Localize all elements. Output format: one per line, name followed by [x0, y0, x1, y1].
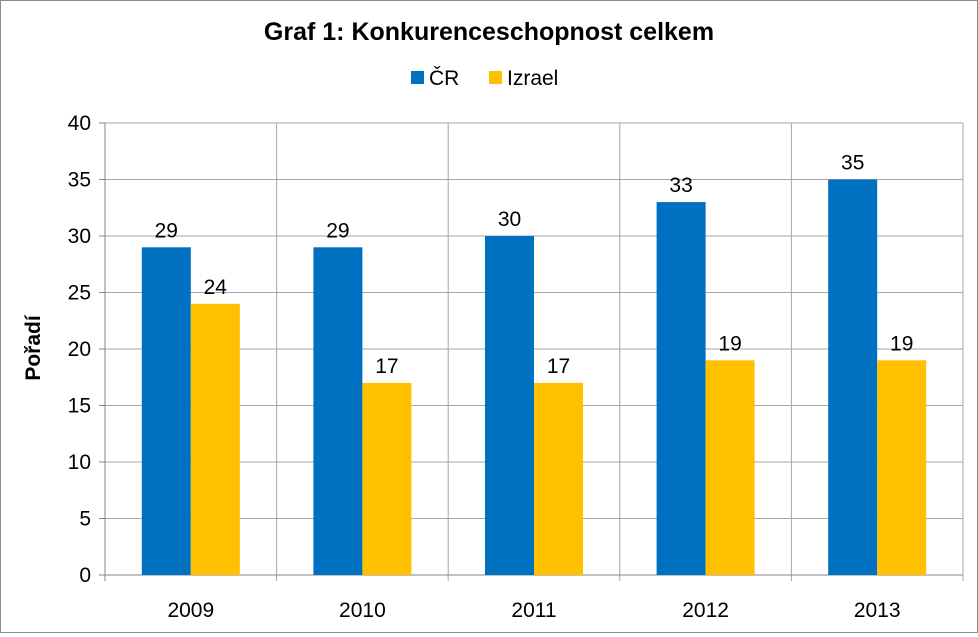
data-label: 35 — [841, 152, 864, 175]
legend-label: ČR — [429, 67, 459, 90]
bar-izrael-2012 — [705, 360, 755, 575]
bar-cr-2012 — [656, 202, 706, 575]
y-tick-label: 25 — [68, 282, 91, 305]
bar-cr-2011 — [485, 236, 534, 575]
legend-swatch — [489, 71, 502, 84]
y-tick-label: 30 — [68, 225, 91, 248]
data-label: 24 — [204, 276, 228, 299]
y-tick-label: 0 — [79, 564, 91, 587]
bar-cr-2009 — [141, 247, 191, 576]
data-label: 29 — [155, 219, 178, 242]
x-tick-label: 2012 — [682, 599, 729, 622]
data-label: 17 — [375, 355, 398, 378]
bar-izrael-2013 — [877, 360, 927, 575]
x-tick-label: 2013 — [854, 599, 901, 622]
y-tick-label: 35 — [68, 169, 91, 192]
legend: ČR Izrael — [411, 67, 558, 90]
bars — [141, 179, 927, 576]
bar-cr-2010 — [313, 247, 363, 576]
y-axis-label: Pořadí — [22, 314, 45, 381]
bar-izrael-2010 — [362, 382, 412, 575]
legend-swatch — [411, 71, 424, 84]
data-label: 33 — [669, 174, 692, 197]
bar-izrael-2011 — [534, 382, 583, 575]
data-label: 29 — [326, 219, 349, 242]
bar-izrael-2009 — [190, 303, 240, 575]
data-label: 19 — [718, 332, 741, 355]
data-label: 19 — [890, 332, 913, 355]
x-tick-label: 2011 — [511, 599, 556, 622]
bar-cr-2013 — [828, 179, 878, 575]
y-tick-label: 15 — [68, 395, 91, 418]
data-label: 17 — [547, 355, 570, 378]
data-labels: 29 24 29 17 30 17 33 19 35 19 — [155, 152, 914, 378]
x-axis-ticks: 2009 2010 2011 2012 2013 — [167, 599, 900, 622]
legend-label: Izrael — [507, 67, 558, 90]
chart-title: Graf 1: Konkurenceschopnost celkem — [264, 18, 714, 46]
y-tick-label: 5 — [79, 508, 91, 531]
y-tick-label: 40 — [68, 112, 91, 135]
x-tick-label: 2009 — [167, 599, 214, 622]
y-tick-label: 20 — [68, 338, 91, 361]
y-axis-ticks: 0 5 10 15 20 25 30 35 40 — [68, 112, 91, 587]
x-tick-label: 2010 — [339, 599, 386, 622]
data-label: 30 — [498, 208, 521, 231]
y-tick-label: 10 — [68, 451, 91, 474]
